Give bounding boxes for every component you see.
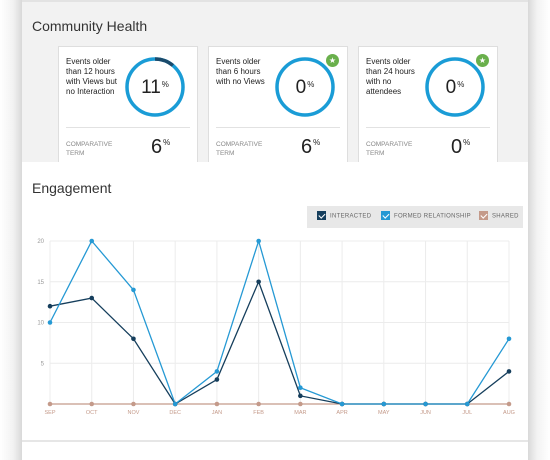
data-point-shared [214,401,220,407]
comparative-term-label: COMPARATIVE TERM [66,141,113,157]
data-point-shared [89,401,95,407]
checkbox-icon[interactable] [317,211,326,220]
data-point-interacted [256,279,261,285]
series-line-interacted [49,279,510,405]
data-point-formed-relationship [172,401,178,407]
comparative-term-value: 0% [451,136,471,158]
data-point-formed-relationship [423,401,428,407]
data-point-shared [298,401,303,407]
star-icon: ★ [476,54,489,67]
data-point-formed-relationship [131,287,136,293]
data-point-interacted [214,377,220,382]
x-tick-label: APR [336,410,347,416]
legend-item-interacted[interactable]: INTERACTED [317,211,371,221]
ring-track [425,57,485,117]
data-point-formed-relationship [256,238,261,244]
percentage-ring [125,57,185,117]
engagement-title: Engagement [32,180,112,196]
checkbox-icon[interactable] [381,211,390,220]
health-card-views-no-interaction[interactable]: Events older than 12 hours with Views bu… [58,46,198,166]
y-tick-label: 20 [37,239,44,245]
bottom-divider [22,440,528,442]
ring-track [275,57,335,117]
x-tick-label: JAN [212,410,222,416]
star-icon: ★ [326,54,339,67]
x-tick-label: OCT [86,410,98,416]
card-description: Events older than 6 hours with no Views [216,57,265,86]
data-point-shared [506,401,512,407]
data-point-formed-relationship [298,385,303,390]
data-point-interacted [506,369,512,374]
engagement-section: Engagement INTERACTED FORMED RELATIONSHI… [22,162,528,442]
data-point-shared [256,401,261,407]
comparative-term-value: 6% [151,136,171,158]
health-card-no-views[interactable]: Events older than 6 hours with no Views … [208,46,348,166]
comparative-term-value: 6% [301,136,321,158]
card-divider [366,127,490,128]
comparative-term-label: COMPARATIVE TERM [366,141,413,157]
dashboard-panel: Community Health Events older than 12 ho… [22,0,528,460]
card-percentage-value: 0% [445,77,465,98]
data-point-formed-relationship [506,336,512,342]
data-point-formed-relationship [214,369,220,374]
x-tick-label: SEP [44,410,55,416]
legend-item-shared[interactable]: SHARED [479,211,519,221]
card-description: Events older than 12 hours with Views bu… [66,57,117,96]
community-health-section: Community Health Events older than 12 ho… [22,0,528,166]
data-point-interacted [89,295,95,301]
series-line-formed-relationship [49,238,510,406]
x-tick-label: AUG [503,410,515,416]
card-divider [66,127,190,128]
data-point-interacted [298,393,303,399]
y-tick-label: 5 [41,361,45,367]
y-tick-label: 15 [37,280,44,286]
data-point-shared [47,401,53,407]
ring-progress-arc [125,57,185,117]
card-percentage-value: 0% [295,77,315,98]
health-card-no-attendees[interactable]: Events older than 24 hours with no atten… [358,46,498,166]
data-point-formed-relationship [47,320,53,325]
checkbox-icon[interactable] [479,211,488,220]
percentage-ring [425,57,485,117]
data-point-interacted [47,303,53,309]
data-point-formed-relationship [464,401,470,407]
card-percentage-value: 11% [141,77,169,98]
x-tick-label: JUL [462,410,472,416]
card-description: Events older than 24 hours with no atten… [366,57,415,96]
percentage-ring [275,57,335,117]
x-tick-label: JUN [420,410,431,416]
engagement-line-chart: 5 10 15 20 SEP OCT NOV DEC JAN FEB MAR APR MAY JUN JUL… [37,238,515,416]
data-point-formed-relationship [381,401,387,407]
x-tick-label: NOV [127,410,139,416]
data-point-formed-relationship [339,401,345,407]
x-tick-label: MAR [294,410,306,416]
chart-legend: INTERACTED FORMED RELATIONSHIP SHARED [307,206,523,228]
data-point-formed-relationship [89,238,95,244]
y-tick-label: 10 [37,321,44,327]
page-shadow-right [528,0,550,460]
card-divider [216,127,340,128]
data-point-shared [131,401,136,407]
x-tick-label: DEC [169,410,181,416]
page-shadow-left [0,0,22,460]
legend-item-formed-relationship[interactable]: FORMED RELATIONSHIP [381,211,471,221]
x-tick-label: FEB [253,410,264,416]
x-tick-label: MAY [378,410,390,416]
comparative-term-label: COMPARATIVE TERM [216,141,263,157]
community-health-title: Community Health [32,18,148,34]
data-point-interacted [131,336,136,342]
